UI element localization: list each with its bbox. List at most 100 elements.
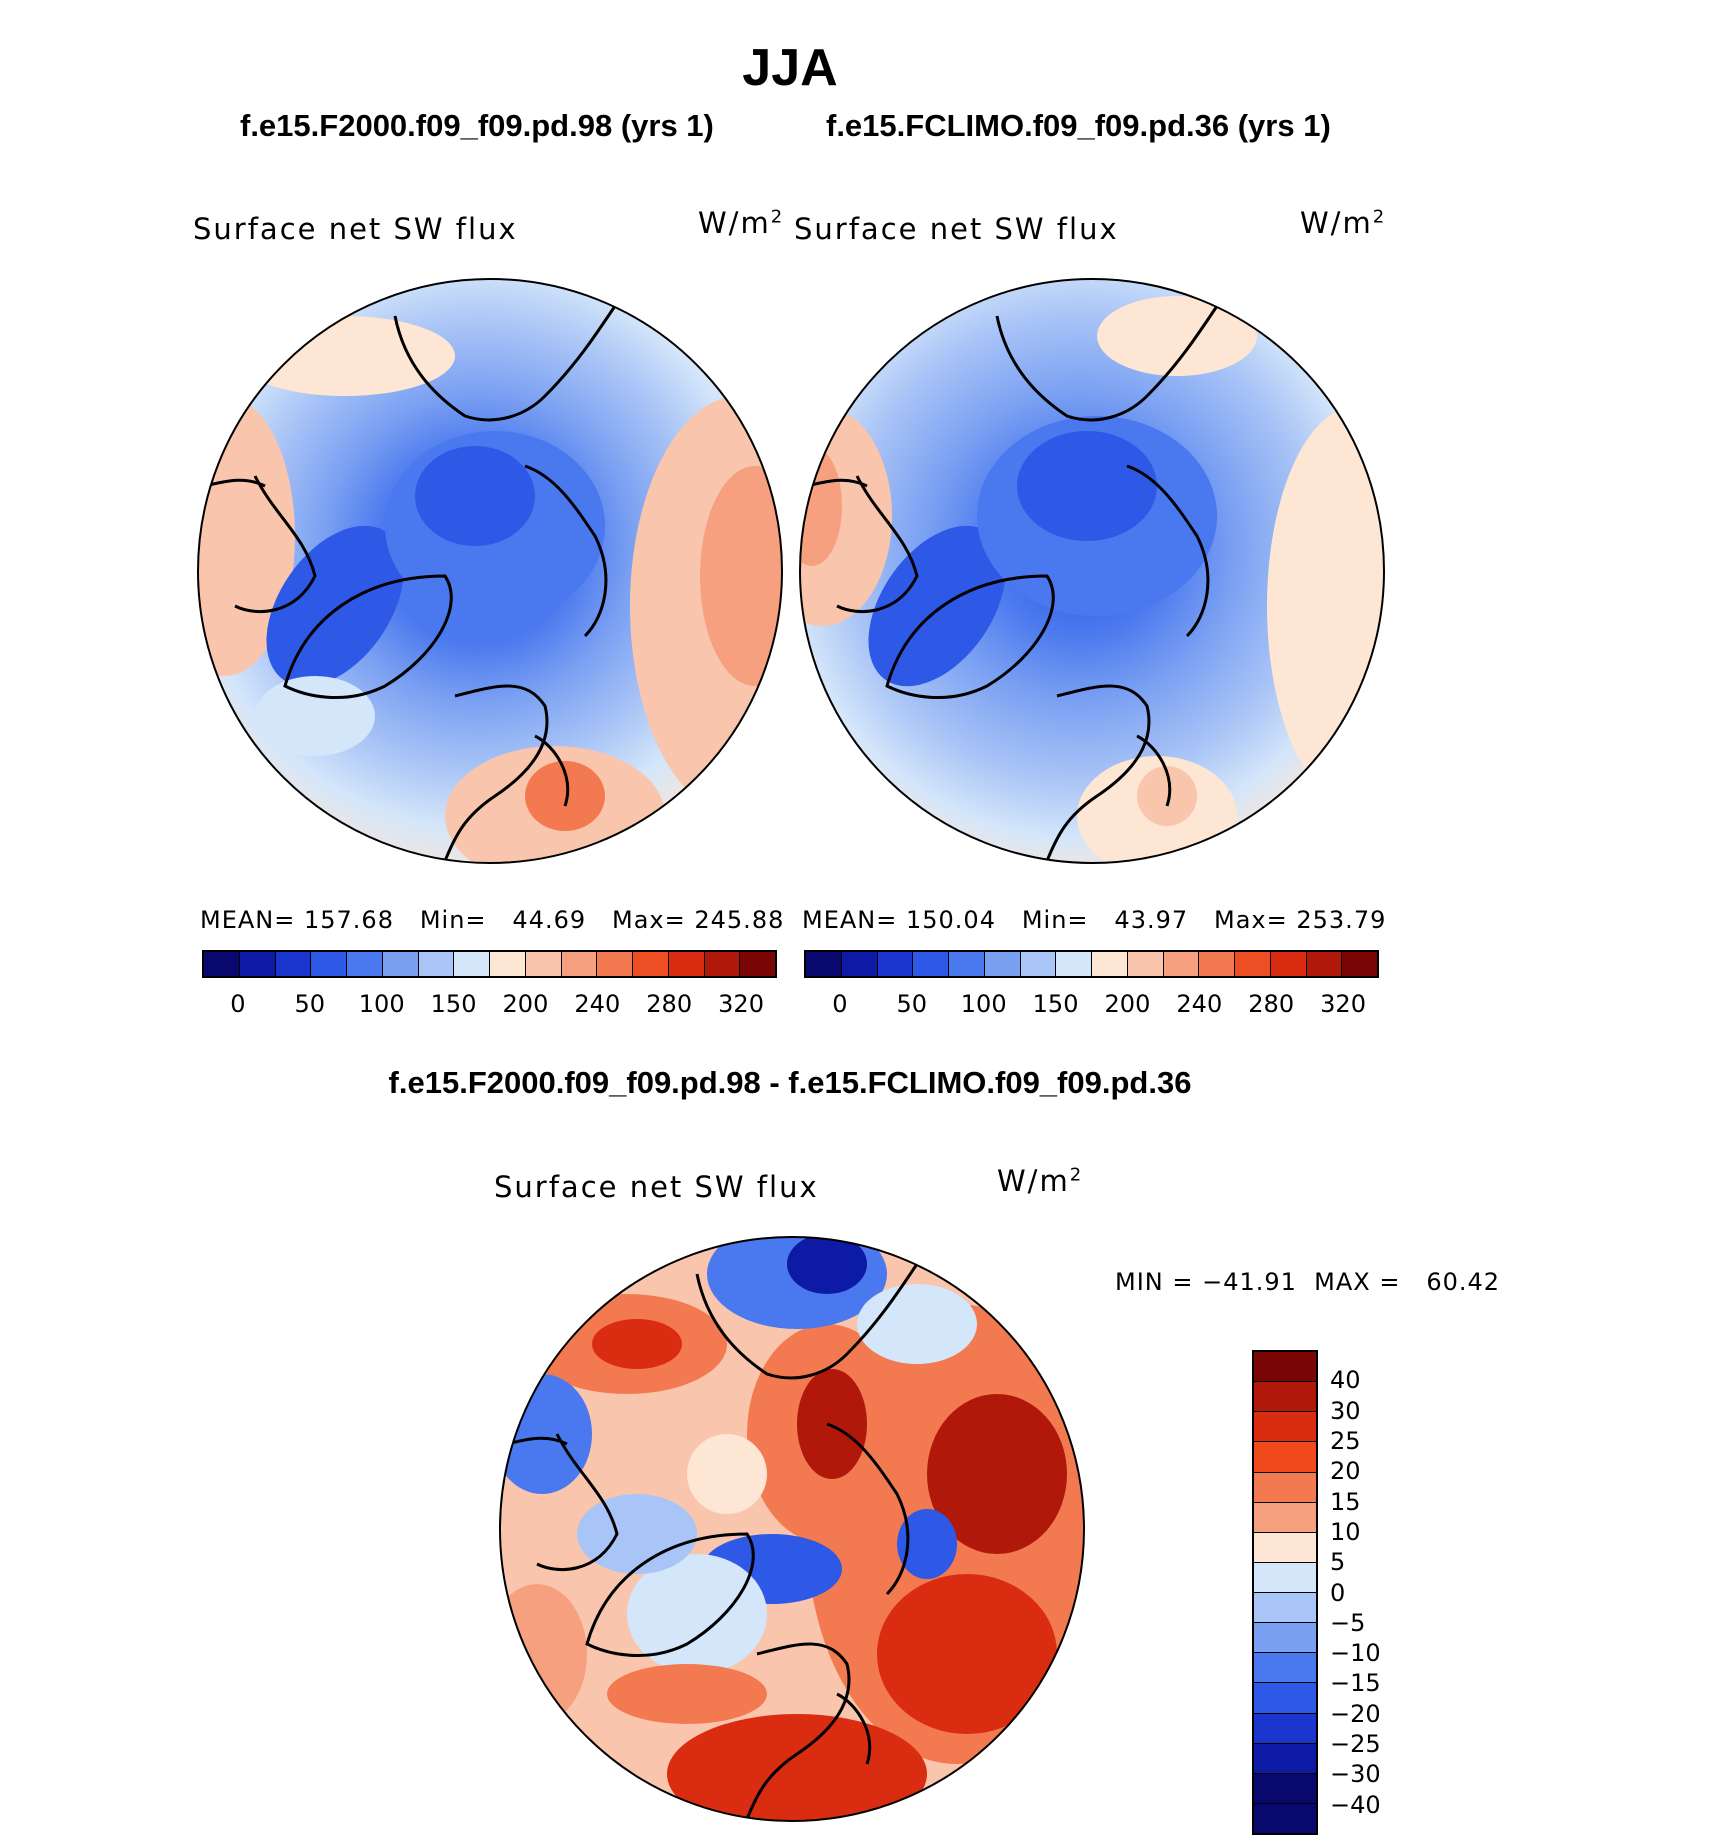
colorbar-swatch xyxy=(1235,952,1271,976)
left-stats: MEAN= 157.68 Min= 44.69 Max= 245.88 xyxy=(200,906,785,934)
colorbar-tick-label: −40 xyxy=(1330,1790,1381,1819)
left-colorbar xyxy=(202,950,777,978)
colorbar-swatch xyxy=(1342,952,1377,976)
right-polar-map xyxy=(799,278,1385,864)
colorbar-swatch xyxy=(1254,1803,1316,1833)
colorbar-tick-label: 0 xyxy=(1330,1578,1346,1607)
colorbar-swatch xyxy=(877,952,914,976)
colorbar-tick-label: −30 xyxy=(1330,1760,1381,1789)
colorbar-swatch xyxy=(490,952,526,976)
left-variable-label: Surface net SW flux xyxy=(193,212,518,246)
colorbar-tick-label: −25 xyxy=(1330,1730,1381,1759)
colorbar-tick-label: −20 xyxy=(1330,1699,1381,1728)
colorbar-swatch xyxy=(561,952,598,976)
colorbar-tick-label: 150 xyxy=(1032,990,1079,1018)
colorbar-swatch xyxy=(704,952,741,976)
colorbar-tick-label: 200 xyxy=(1104,990,1151,1018)
colorbar-swatch xyxy=(418,952,455,976)
colorbar-swatch xyxy=(949,952,985,976)
colorbar-swatch xyxy=(1306,952,1343,976)
colorbar-tick-label: 240 xyxy=(574,990,621,1018)
colorbar-swatch xyxy=(740,952,775,976)
colorbar-swatch xyxy=(806,952,842,976)
colorbar-swatch xyxy=(1199,952,1235,976)
colorbar-swatch xyxy=(1254,1743,1316,1774)
colorbar-swatch xyxy=(841,952,878,976)
colorbar-swatch xyxy=(1270,952,1307,976)
colorbar-tick-label: 150 xyxy=(430,990,477,1018)
colorbar-swatch xyxy=(1254,1713,1316,1744)
colorbar-swatch xyxy=(597,952,633,976)
colorbar-swatch xyxy=(633,952,669,976)
left-polar-map xyxy=(197,278,783,864)
colorbar-swatch xyxy=(1254,1352,1316,1383)
colorbar-tick-label: 25 xyxy=(1330,1426,1361,1455)
page-title: JJA xyxy=(742,39,838,97)
right-stats: MEAN= 150.04 Min= 43.97 Max= 253.79 xyxy=(802,906,1387,934)
colorbar-tick-label: 10 xyxy=(1330,1517,1361,1546)
colorbar-swatch xyxy=(1163,952,1200,976)
colorbar-swatch xyxy=(382,952,419,976)
colorbar-tick-label: 320 xyxy=(718,990,764,1018)
colorbar-swatch xyxy=(1254,1502,1316,1533)
colorbar-swatch xyxy=(1254,1472,1316,1503)
right-case-title: f.e15.FCLIMO.f09_f09.pd.36 (yrs 1) xyxy=(826,108,1331,143)
colorbar-tick-label: 15 xyxy=(1330,1487,1361,1516)
right-units-label: W/m2 xyxy=(1300,206,1387,240)
colorbar-swatch xyxy=(1254,1412,1316,1443)
colorbar-swatch xyxy=(347,952,383,976)
colorbar-tick-label: 240 xyxy=(1176,990,1223,1018)
colorbar-swatch xyxy=(454,952,490,976)
colorbar-tick-label: 0 xyxy=(230,990,246,1018)
colorbar-swatch xyxy=(1056,952,1092,976)
colorbar-swatch xyxy=(1254,1593,1316,1624)
diff-units-label: W/m2 xyxy=(997,1164,1084,1198)
colorbar-tick-label: 50 xyxy=(294,990,326,1018)
colorbar-tick-label: 0 xyxy=(832,990,848,1018)
left-case-title: f.e15.F2000.f09_f09.pd.98 (yrs 1) xyxy=(240,108,714,143)
right-variable-label: Surface net SW flux xyxy=(794,212,1119,246)
colorbar-swatch xyxy=(1254,1442,1316,1473)
colorbar-swatch xyxy=(1254,1623,1316,1654)
colorbar-swatch xyxy=(525,952,562,976)
colorbar-tick-label: −10 xyxy=(1330,1639,1381,1668)
colorbar-swatch xyxy=(984,952,1021,976)
colorbar-swatch xyxy=(1092,952,1128,976)
diff-colorbar-labels: 40 30 25 20 15 10 5 0 −5 −10 −15 −20 −25 −30 −40 xyxy=(1330,1350,1410,1835)
colorbar-swatch xyxy=(1254,1532,1316,1563)
colorbar-swatch xyxy=(275,952,312,976)
right-colorbar xyxy=(804,950,1379,978)
colorbar-tick-label: 50 xyxy=(896,990,928,1018)
diff-stats: MIN = −41.91 MAX = 60.42 xyxy=(1115,1268,1501,1296)
left-colorbar-labels: 0 50 100 150 200 240 280 320 xyxy=(202,990,777,1020)
colorbar-tick-label: −5 xyxy=(1330,1608,1366,1637)
colorbar-swatch xyxy=(204,952,240,976)
colorbar-tick-label: 280 xyxy=(1248,990,1295,1018)
colorbar-swatch xyxy=(1254,1562,1316,1593)
colorbar-tick-label: 100 xyxy=(960,990,1007,1018)
colorbar-swatch xyxy=(913,952,949,976)
colorbar-swatch xyxy=(1254,1773,1316,1804)
colorbar-swatch xyxy=(1254,1382,1316,1413)
colorbar-swatch xyxy=(668,952,705,976)
difference-title: f.e15.F2000.f09_f09.pd.98 - f.e15.FCLIMO… xyxy=(388,1065,1192,1100)
colorbar-tick-label: 40 xyxy=(1330,1366,1361,1395)
colorbar-tick-label: −15 xyxy=(1330,1669,1381,1698)
right-colorbar-labels: 0 50 100 150 200 240 280 320 xyxy=(804,990,1379,1020)
colorbar-swatch xyxy=(1254,1653,1316,1684)
colorbar-tick-label: 20 xyxy=(1330,1457,1361,1486)
colorbar-swatch xyxy=(1127,952,1164,976)
colorbar-tick-label: 320 xyxy=(1320,990,1366,1018)
difference-polar-map xyxy=(499,1236,1085,1822)
colorbar-swatch xyxy=(1020,952,1057,976)
colorbar-tick-label: 5 xyxy=(1330,1548,1346,1577)
colorbar-tick-label: 280 xyxy=(646,990,693,1018)
colorbar-tick-label: 200 xyxy=(502,990,549,1018)
colorbar-swatch xyxy=(239,952,276,976)
left-units-label: W/m2 xyxy=(698,206,785,240)
colorbar-swatch xyxy=(1254,1683,1316,1714)
colorbar-tick-label: 100 xyxy=(358,990,405,1018)
diff-variable-label: Surface net SW flux xyxy=(494,1170,819,1204)
left-warm-west xyxy=(198,396,295,676)
colorbar-swatch xyxy=(311,952,347,976)
